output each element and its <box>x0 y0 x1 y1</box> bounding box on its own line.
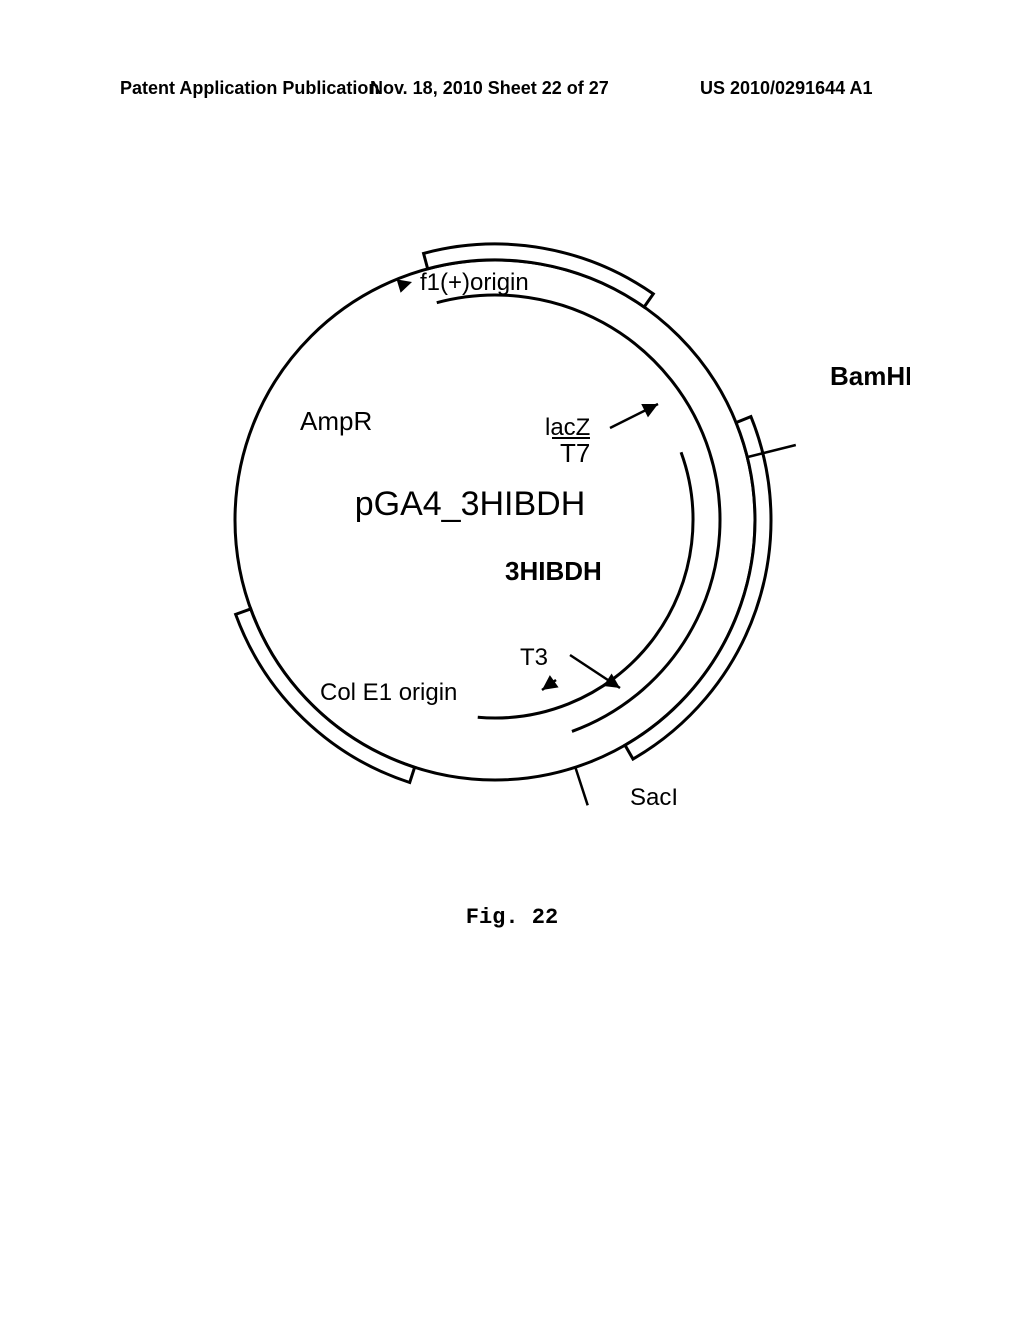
arc-segment-1 <box>625 417 771 759</box>
feature-label-5: T3 <box>520 644 548 671</box>
header-center: Nov. 18, 2010 Sheet 22 of 27 <box>370 78 609 99</box>
arrow-head-2 <box>542 675 559 690</box>
restriction-label-0: BamHI <box>830 361 910 391</box>
feature-label-2: lacZ <box>545 414 590 441</box>
page-root: Patent Application Publication Nov. 18, … <box>0 0 1024 1320</box>
figure-caption: Fig. 22 <box>0 905 1024 930</box>
feature-label-4: 3HIBDH <box>505 556 602 586</box>
header-right: US 2010/0291644 A1 <box>700 78 872 99</box>
feature-label-6: Col E1 origin <box>320 679 457 706</box>
plasmid-diagram: pGA4_3HIBDH f1(+)origin AmpR lacZT7 3HIBDH T3… <box>110 180 910 980</box>
feature-label-0: f1(+)origin <box>420 269 529 296</box>
restriction-label-1: SacI <box>630 784 678 811</box>
feature-label-3: T7 <box>560 438 590 468</box>
plasmid-name: pGA4_3HIBDH <box>355 485 586 523</box>
feature-label-1: AmpR <box>300 406 372 436</box>
restriction-line-1 <box>575 767 587 805</box>
header-left: Patent Application Publication <box>120 78 379 99</box>
feature-arrowhead-0 <box>397 279 412 292</box>
